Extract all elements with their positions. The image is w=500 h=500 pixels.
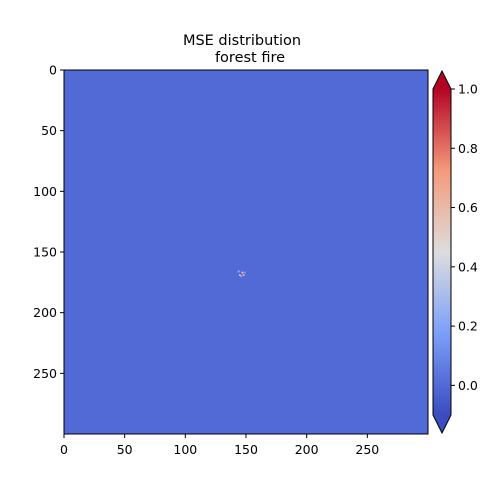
colorbar-tick-label: 0.0 — [458, 378, 478, 393]
chart-title-line1: MSE distribution — [183, 33, 301, 49]
y-tick-label: 200 — [33, 305, 57, 320]
x-axis: 0 50 100 150 200 250 — [60, 434, 379, 457]
colorbar-extend-max — [433, 71, 451, 89]
y-axis: 0 50 100 150 200 250 — [33, 63, 64, 381]
heatmap-hotspot-cell — [240, 275, 243, 278]
y-tick-label: 100 — [33, 184, 57, 199]
x-tick-label: 0 — [60, 442, 68, 457]
chart-title-line2: forest fire — [215, 50, 285, 66]
x-tick-label: 50 — [117, 442, 133, 457]
colorbar-tick-label: 1.0 — [458, 82, 478, 97]
heatmap-hotspot-cell — [240, 272, 243, 275]
x-tick-label: 100 — [173, 442, 197, 457]
x-tick-label: 200 — [295, 442, 319, 457]
heatmap-hotspot-cell — [241, 271, 244, 274]
y-tick-label: 250 — [33, 366, 57, 381]
colorbar-tick-label: 0.2 — [458, 319, 478, 334]
heatmap-hotspot-cell — [238, 274, 241, 277]
heatmap-hotspot-cell — [243, 271, 246, 274]
y-tick-label: 0 — [49, 63, 57, 78]
plot-area — [63, 69, 429, 435]
colorbar: 1.0 0.8 0.6 0.4 0.2 0.0 — [432, 69, 478, 435]
colorbar-tick-label: 0.4 — [458, 259, 478, 274]
y-tick-label: 50 — [41, 123, 57, 138]
colorbar-tick-label: 0.8 — [458, 141, 478, 156]
colorbar-extend-min — [433, 415, 451, 433]
x-tick-label: 150 — [234, 442, 258, 457]
x-tick-label: 250 — [355, 442, 379, 457]
colorbar-outline — [432, 69, 452, 435]
colorbar-gradient — [433, 89, 451, 415]
y-tick-label: 150 — [33, 245, 57, 260]
heatmap-hotspot-cell — [237, 270, 240, 273]
heatmap-background — [64, 70, 428, 434]
heatmap-hotspot-cell — [242, 274, 245, 277]
colorbar-tick-label: 0.6 — [458, 200, 478, 215]
